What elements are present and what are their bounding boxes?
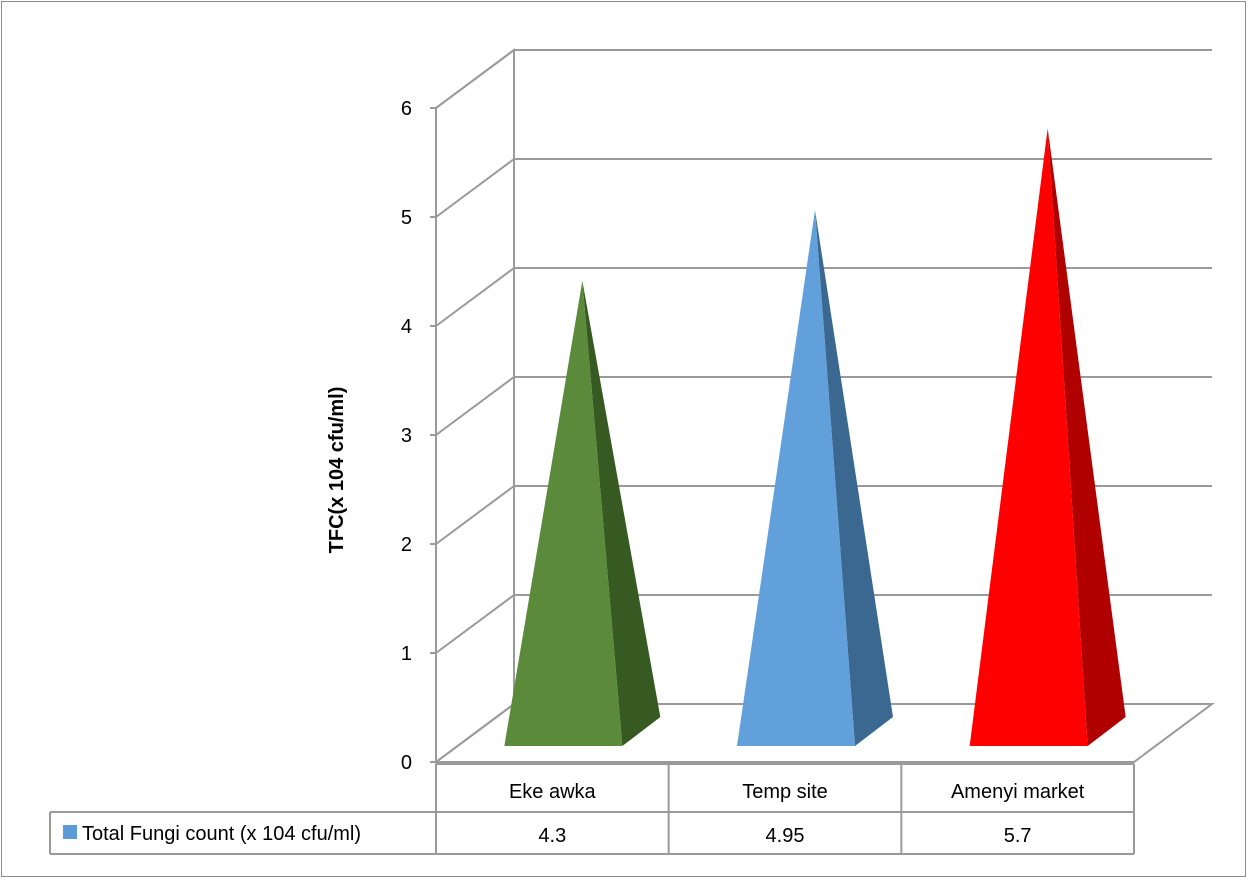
gridline-side — [435, 594, 515, 654]
gridline-side — [435, 49, 515, 109]
gridline-side — [435, 703, 515, 763]
gridline-side — [435, 376, 515, 436]
bar-side-1 — [582, 280, 661, 746]
gridline-side — [435, 267, 515, 327]
y-tick-label: 4 — [401, 316, 412, 338]
data-table: Eke awka 4.3 Temp site 4.95 Amenyi market 5.7… — [49, 763, 1135, 855]
bar-3 — [969, 128, 1088, 746]
x-category-label: Amenyi market — [951, 781, 1085, 803]
y-tick-label: 1 — [401, 643, 412, 665]
bar-side-3 — [1047, 128, 1126, 746]
x-category-label: Temp site — [742, 781, 828, 803]
y-tick-label: 0 — [401, 752, 412, 774]
legend-series-name: Total Fungi count (x 104 cfu/ml) — [82, 823, 361, 845]
data-label: 4.95 — [766, 825, 805, 847]
data-label: 4.3 — [538, 825, 566, 847]
gridline-side — [435, 485, 515, 545]
bar-side-2 — [815, 209, 893, 746]
legend-key — [63, 825, 77, 839]
bars — [504, 128, 1126, 746]
y-axis-label: TFC(x 104 cfu/ml) — [326, 387, 348, 554]
y-tick-label: 2 — [401, 534, 412, 556]
data-label: 5.7 — [1004, 825, 1032, 847]
y-tick-label: 6 — [401, 98, 412, 120]
bar-2 — [737, 209, 855, 746]
gridline-side — [435, 158, 515, 218]
bar-1 — [504, 280, 623, 746]
x-category-label: Eke awka — [509, 781, 597, 803]
y-axis-ticks: 0 1 2 3 4 5 6 — [401, 98, 412, 774]
y-tick-label: 5 — [401, 207, 412, 229]
y-tick-label: 3 — [401, 425, 412, 447]
